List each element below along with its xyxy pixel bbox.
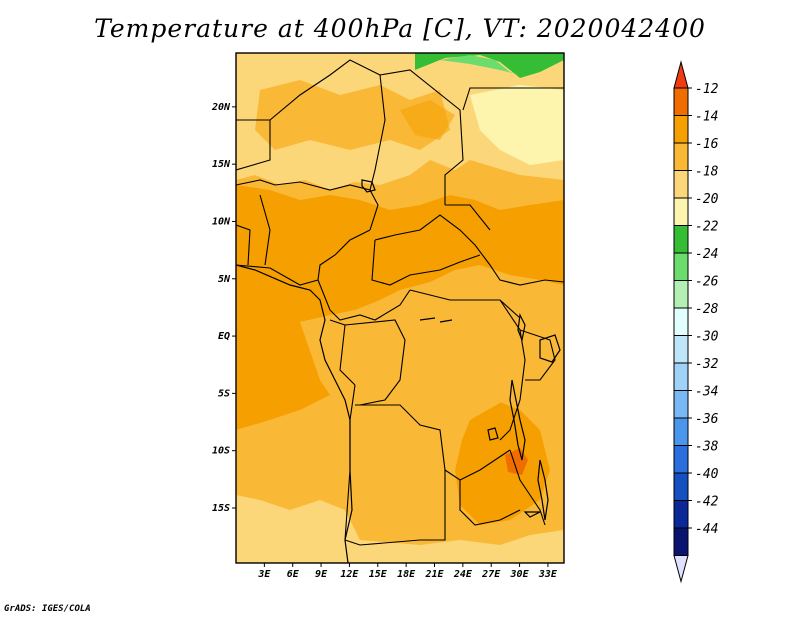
colorbar-label: -34 [695,385,718,400]
contour-fill [236,53,564,563]
colorbar-box [673,197,689,226]
x-tick-label: 27E [481,569,501,580]
colorbar-label: -32 [695,357,719,372]
colorbar-box [673,362,689,391]
y-tick-label: 5N [218,274,231,285]
colorbar-box [673,307,689,336]
lake-malawi [537,459,549,521]
chart-title: Temperature at 400hPa [C], VT: 202004240… [94,14,706,43]
y-tick-label: 5S [218,388,230,399]
y-tick-label: 10N [212,216,231,227]
lake-tanganyika [509,379,526,461]
x-tick-label: 3E [257,569,271,580]
x-axis: 3E 6E 9E 12E 15E 18E 21E 24E 27E 30E 33E [257,563,558,580]
lake-albert [517,312,526,343]
lake-mweru [487,427,499,441]
band-16-18-north-patch [255,80,450,150]
y-tick-label: 10S [212,446,230,457]
y-tick-label: 20N [211,102,231,113]
band-20-22-northeast [470,85,564,165]
colorbar-label: -42 [695,495,719,510]
x-tick-label: 30E [510,569,530,580]
map-frame [235,52,565,564]
colorbar-label: -40 [695,467,719,482]
colorbar-box [673,445,689,474]
y-tick-label: 15N [212,159,231,170]
x-tick-label: 18E [397,569,416,580]
x-tick-label: 9E [315,569,328,580]
lakes [361,179,561,521]
x-tick-label: 12E [340,569,359,580]
colorbar-label: -36 [695,412,719,427]
band-16-18-north-patch-2 [400,100,455,140]
x-tick-label: 21E [424,569,444,580]
colorbar-label: -22 [695,220,719,235]
colorbar-box [673,500,689,529]
band-14-16-east-belt [470,210,564,258]
band-22-24-green [415,53,564,78]
colorbar-top-triangle [673,60,689,89]
colorbar-label: -20 [695,192,719,207]
credit-text: GrADS: IGES/COLA [4,604,91,614]
colorbar-box [673,390,689,419]
lake-chad [361,179,376,193]
colorbar-box [673,472,689,501]
colorbar-label: -26 [695,275,719,290]
colorbar-box [673,252,689,281]
colorbar: -12 -14 -16 -18 -20 -22 -24 -26 -28 -30 -32 -34 -36 -… [673,60,719,584]
colorbar-bottom-triangle [673,555,689,584]
x-tick-label: 15E [369,569,388,580]
colorbar-box [673,417,689,446]
x-tick-label: 24E [453,569,473,580]
country-borders [236,59,564,546]
colorbar-label: -30 [695,330,719,345]
colorbar-box [673,280,689,309]
band-14-16-west [236,185,564,430]
y-tick-label: EQ [218,331,230,342]
colorbar-label: -12 [695,82,719,97]
colorbar-box [673,115,689,144]
colorbar-box [673,527,689,556]
colorbar-box [673,335,689,364]
band-18-20-south [236,495,564,563]
colorbar-label: -28 [695,302,719,317]
x-tick-label: 6E [287,569,300,580]
band-14-16-southeast [455,400,550,525]
colorbar-label: -38 [695,440,719,455]
band-16-18-congo [350,295,520,480]
lake-victoria [539,334,561,363]
y-tick-label: 15S [212,503,230,514]
colorbar-label: -18 [695,165,719,180]
coastline [236,264,353,563]
colorbar-box [673,170,689,199]
band-24-26-green [440,55,520,75]
colorbar-box [673,225,689,254]
band-16-18-southwest [236,400,350,510]
x-tick-label: 33E [538,569,558,580]
y-axis: 20N 15N 10N 5N EQ 5S 10S 15S [211,102,236,514]
colorbar-label: -24 [695,247,718,262]
colorbar-box [673,87,689,116]
colorbar-label: -16 [695,137,719,152]
colorbar-box [673,142,689,171]
colorbar-label: -44 [695,522,718,537]
colorbar-label: -14 [695,110,718,125]
